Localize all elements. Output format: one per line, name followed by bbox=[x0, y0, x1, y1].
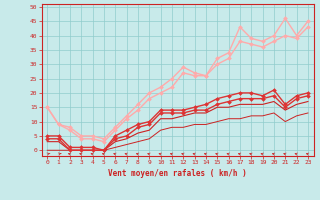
X-axis label: Vent moyen/en rafales ( km/h ): Vent moyen/en rafales ( km/h ) bbox=[108, 169, 247, 178]
